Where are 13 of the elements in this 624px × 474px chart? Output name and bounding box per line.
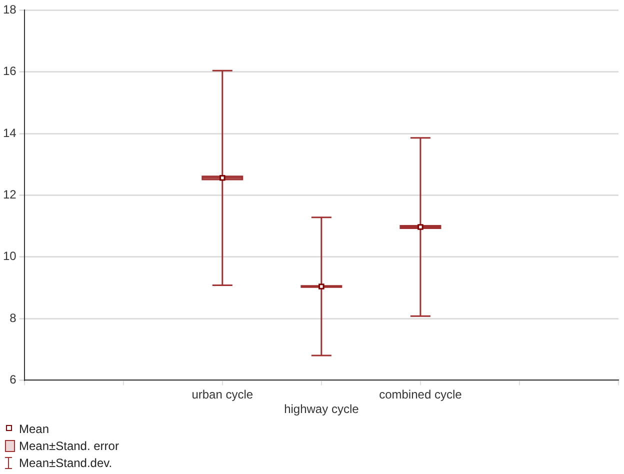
y-tick-label: 12 <box>2 188 17 202</box>
y-tick-label: 8 <box>10 310 17 325</box>
text: Mean±Stand.dev. <box>19 456 112 470</box>
x-tick-label: urban cycle <box>192 388 254 402</box>
x-tick-label: highway cycle <box>284 402 360 416</box>
y-tick-label: 18 <box>2 2 17 17</box>
y-tick-label: 16 <box>2 64 17 78</box>
legend-label: Mean <box>19 422 50 436</box>
y-tick-label: 14 <box>2 126 17 140</box>
legend-label: Mean±Stand. error <box>19 438 119 452</box>
y-tick-label: 6 <box>10 372 17 387</box>
x-tick-label: combined cycle <box>379 388 462 402</box>
y-tick-label: 10 <box>2 249 17 264</box>
